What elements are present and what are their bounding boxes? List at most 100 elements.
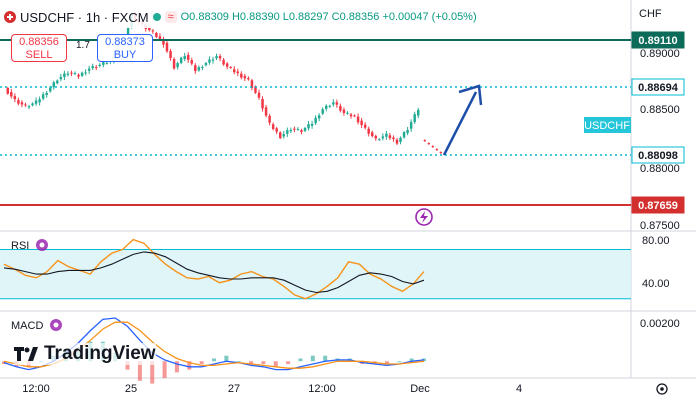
- candle-body: [10, 92, 13, 97]
- x-tick: Dec: [410, 383, 430, 395]
- macd-hist-bar: [150, 361, 155, 384]
- candle-body: [254, 86, 257, 93]
- candle-body: [232, 69, 236, 73]
- price-tick: 0.89000: [640, 48, 680, 60]
- candle-body: [378, 139, 381, 141]
- level-tag-pivot: [631, 146, 685, 164]
- candle-body: [38, 99, 41, 103]
- candle-body: [6, 88, 10, 94]
- candle-body: [264, 107, 268, 116]
- candle-body: [349, 114, 353, 117]
- candle-body: [56, 80, 59, 84]
- level-label-resistance: 0.89110: [638, 35, 677, 47]
- wave-icon: ≈: [164, 11, 177, 23]
- macd-hist-bar: [137, 361, 142, 381]
- macd-hist-bar: [422, 358, 426, 362]
- sell-price: 0.88356: [19, 36, 59, 48]
- gear-icon[interactable]: [656, 383, 668, 395]
- price-tick: 0.88500: [640, 104, 680, 116]
- sell-button[interactable]: 0.88356 SELL: [11, 34, 67, 62]
- candle-body: [356, 116, 360, 123]
- candle-body: [282, 134, 286, 137]
- candle-body: [148, 27, 151, 31]
- candle-body: [94, 67, 98, 69]
- macd-hist-bar: [174, 361, 179, 373]
- symbol-tag: [584, 117, 631, 133]
- candle-body: [102, 62, 105, 65]
- tradingview-logo-icon: [14, 347, 38, 361]
- candle-body: [271, 124, 275, 129]
- macd-hist-bar: [236, 361, 241, 363]
- macd-tick: 0.00200: [640, 318, 680, 330]
- candle-body: [215, 56, 218, 59]
- x-tick: 12:00: [22, 383, 50, 395]
- tradingview-watermark: TradingView: [14, 343, 156, 365]
- candle-body: [416, 109, 420, 116]
- candle-body: [293, 128, 296, 130]
- candle-body: [392, 137, 395, 140]
- candle-body: [20, 102, 24, 105]
- level-label-support: 0.87659: [638, 200, 678, 212]
- candle-body: [388, 135, 392, 139]
- candle-body: [328, 105, 332, 107]
- rsi-tick: 40.00: [642, 278, 670, 290]
- x-tick: 12:00: [308, 383, 336, 395]
- candle-body: [87, 68, 91, 71]
- macd-hist-bar: [187, 361, 192, 370]
- candle-body: [13, 96, 17, 100]
- candle-body: [225, 63, 229, 67]
- candle-body: [346, 112, 349, 114]
- level-tag-resistance: [631, 31, 685, 49]
- candle-body: [374, 136, 378, 139]
- candle-body: [229, 67, 232, 69]
- macd-hist-bar: [323, 355, 328, 362]
- candle-body: [63, 73, 66, 77]
- candle-body: [261, 99, 264, 109]
- macd-hist-bar: [409, 358, 414, 362]
- candle-body: [158, 36, 162, 39]
- candle-body: [413, 114, 416, 123]
- x-tick: 27: [228, 383, 240, 395]
- candle-body: [31, 103, 34, 106]
- candle-body: [324, 105, 328, 109]
- macd-hist-bar: [384, 361, 389, 365]
- candle-body: [155, 33, 158, 37]
- candle-body: [84, 72, 87, 74]
- candle-body: [310, 123, 314, 126]
- candle-body: [201, 66, 204, 68]
- spread-value: 1.7: [76, 40, 90, 51]
- macd-hist-bar: [298, 358, 303, 362]
- macd-hist-bar: [273, 361, 278, 367]
- rsi-series-1: [3, 251, 425, 294]
- macd-hist-bar: [249, 361, 254, 365]
- candle-body: [197, 67, 201, 71]
- candle-body: [222, 59, 225, 65]
- candle-body: [169, 50, 172, 59]
- macd-hist-bar: [199, 361, 204, 365]
- candle-body: [381, 136, 385, 139]
- buy-button[interactable]: 0.88373 BUY: [97, 34, 153, 62]
- projection-arrow-line: [442, 91, 478, 156]
- symbol-title[interactable]: USDCHF · 1h · FXCM: [20, 9, 149, 25]
- projection-dotted: [423, 139, 445, 156]
- candle-body: [236, 71, 240, 74]
- candle-body: [303, 128, 307, 131]
- candle-body: [296, 128, 300, 130]
- candle-body: [268, 115, 271, 123]
- candle-body: [66, 73, 70, 75]
- candle-body: [342, 109, 346, 113]
- candle-body: [218, 56, 222, 59]
- candle-body: [314, 117, 317, 124]
- candle-body: [395, 139, 399, 144]
- symbol-header: USDCHF · 1h · FXCM ≈ O0.88309 H0.88390 L…: [4, 6, 477, 28]
- rsi-pane[interactable]: [0, 238, 631, 300]
- projection-arrow-head: [458, 84, 483, 106]
- x-tick: 25: [125, 383, 137, 395]
- candle-body: [360, 120, 363, 125]
- candle-body: [176, 63, 179, 68]
- currency-label[interactable]: CHF: [639, 8, 662, 20]
- candle-body: [41, 94, 45, 99]
- candle-body: [80, 72, 84, 76]
- candle-body: [240, 73, 243, 78]
